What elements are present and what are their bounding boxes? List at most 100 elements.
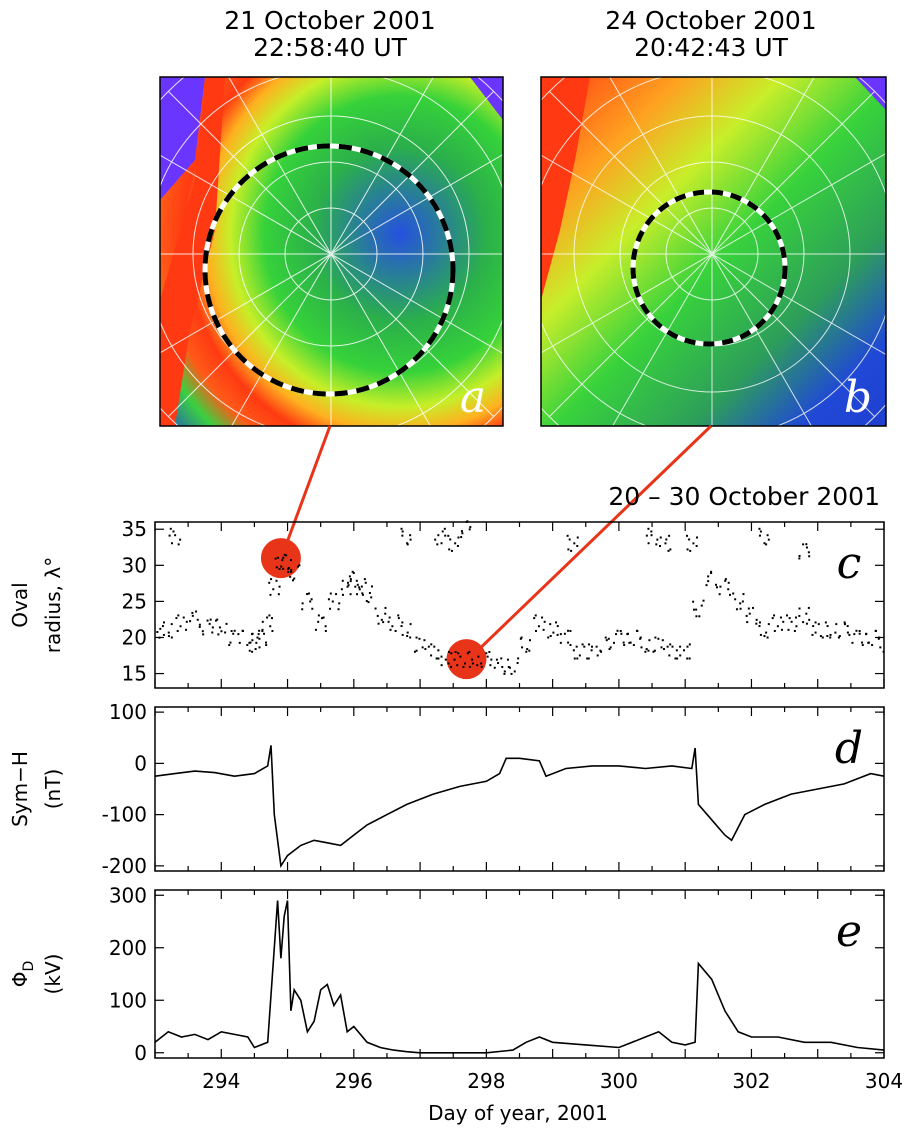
scatter-point (661, 639, 664, 642)
scatter-point (170, 636, 173, 639)
scatter-point (480, 665, 483, 668)
scatter-point (191, 614, 194, 617)
scatter-point (555, 621, 558, 624)
scatter-point (256, 636, 259, 639)
scatter-point (596, 654, 599, 657)
scatter-point (388, 616, 391, 619)
scatter-point (251, 639, 254, 642)
scatter-point (780, 628, 783, 631)
panel-a-red-band (160, 77, 225, 426)
scatter-point (644, 650, 647, 653)
scatter-point (490, 658, 493, 661)
scatter-point (447, 650, 450, 653)
scatter-point (409, 623, 412, 626)
scatter-point (861, 644, 864, 647)
scatter-point (349, 580, 352, 583)
scatter-point (655, 543, 658, 546)
scatter-point (338, 602, 341, 605)
scatter-point (459, 655, 462, 658)
panel-b: 24 October 2001 20:42:43 UT (540, 6, 887, 427)
scatter-point (297, 565, 300, 568)
scatter-point (666, 645, 669, 648)
scatter-point (314, 628, 317, 631)
scatter-point (669, 548, 672, 551)
scatter-point (802, 543, 805, 546)
scatter-point (586, 657, 589, 660)
scatter-point (758, 621, 761, 624)
scatter-point (352, 572, 355, 575)
scatter-point (466, 652, 469, 655)
scatter-point (556, 633, 559, 636)
scatter-point (457, 652, 460, 655)
scatter-point (497, 661, 500, 664)
scatter-point (808, 555, 811, 558)
scatter-point (507, 665, 510, 668)
scatter-point (406, 542, 409, 545)
scatter-point (616, 629, 619, 632)
scatter-point (516, 661, 519, 664)
scatter-point (739, 607, 742, 610)
panel-b-red-band (541, 77, 590, 300)
scatter-point (409, 636, 412, 639)
scatter-point (688, 538, 691, 541)
scatter-point (647, 542, 650, 545)
connector-line-a (280, 425, 332, 557)
scatter-point (826, 635, 829, 638)
scatter-point (583, 645, 586, 648)
scatter-point (384, 606, 387, 609)
scatter-point (287, 570, 290, 573)
scatter-point (501, 665, 504, 668)
scatter-point (251, 650, 254, 653)
scatter-point (434, 538, 437, 541)
scatter-point (436, 543, 439, 546)
scatter-point (176, 629, 179, 632)
scatter-point (185, 628, 188, 631)
scatter-point (435, 657, 438, 660)
scatter-point (508, 666, 511, 669)
y-axis-label-line2-c: radius, λ° (41, 557, 65, 653)
scatter-point (848, 633, 851, 636)
scatter-point (843, 621, 846, 624)
x-tick-label: 296 (335, 1069, 373, 1093)
scatter-point (216, 618, 219, 621)
scatter-point (503, 672, 506, 675)
scatter-point (322, 616, 325, 619)
scatter-point (266, 616, 269, 619)
scatter-point (356, 583, 359, 586)
scatter-point (700, 604, 703, 607)
highlight-circle-1 (446, 639, 487, 680)
scatter-point (298, 564, 301, 567)
scatter-point (861, 641, 864, 644)
scatter-point (356, 593, 359, 596)
scatter-point (228, 644, 231, 647)
scatter-point (447, 534, 450, 537)
scatter-point (636, 629, 639, 632)
scatter-point (599, 649, 602, 652)
scatter-point (867, 641, 870, 644)
scatter-point (812, 625, 815, 628)
scatter-point (283, 553, 286, 556)
scatter-point (364, 581, 367, 584)
scatter-point (871, 644, 874, 647)
scatter-point (837, 636, 840, 639)
scatter-point (453, 658, 456, 661)
scatter-point (361, 593, 364, 596)
scatter-point (355, 579, 358, 582)
scatter-point (819, 635, 822, 638)
scatter-point (349, 593, 352, 596)
scatter-point (688, 657, 691, 660)
scatter-point (696, 536, 699, 539)
scatter-point (566, 534, 569, 537)
scatter-point (559, 641, 562, 644)
scatter-point (465, 520, 468, 523)
scatter-point (198, 625, 201, 628)
scatter-point (609, 646, 612, 649)
scatter-point (645, 648, 648, 651)
scatter-point (232, 632, 235, 635)
scatter-point (576, 544, 579, 547)
scatter-point (437, 657, 440, 660)
scatter-point (612, 641, 615, 644)
scatter-point (838, 635, 841, 638)
scatter-point (437, 649, 440, 652)
scatter-point (351, 570, 354, 573)
